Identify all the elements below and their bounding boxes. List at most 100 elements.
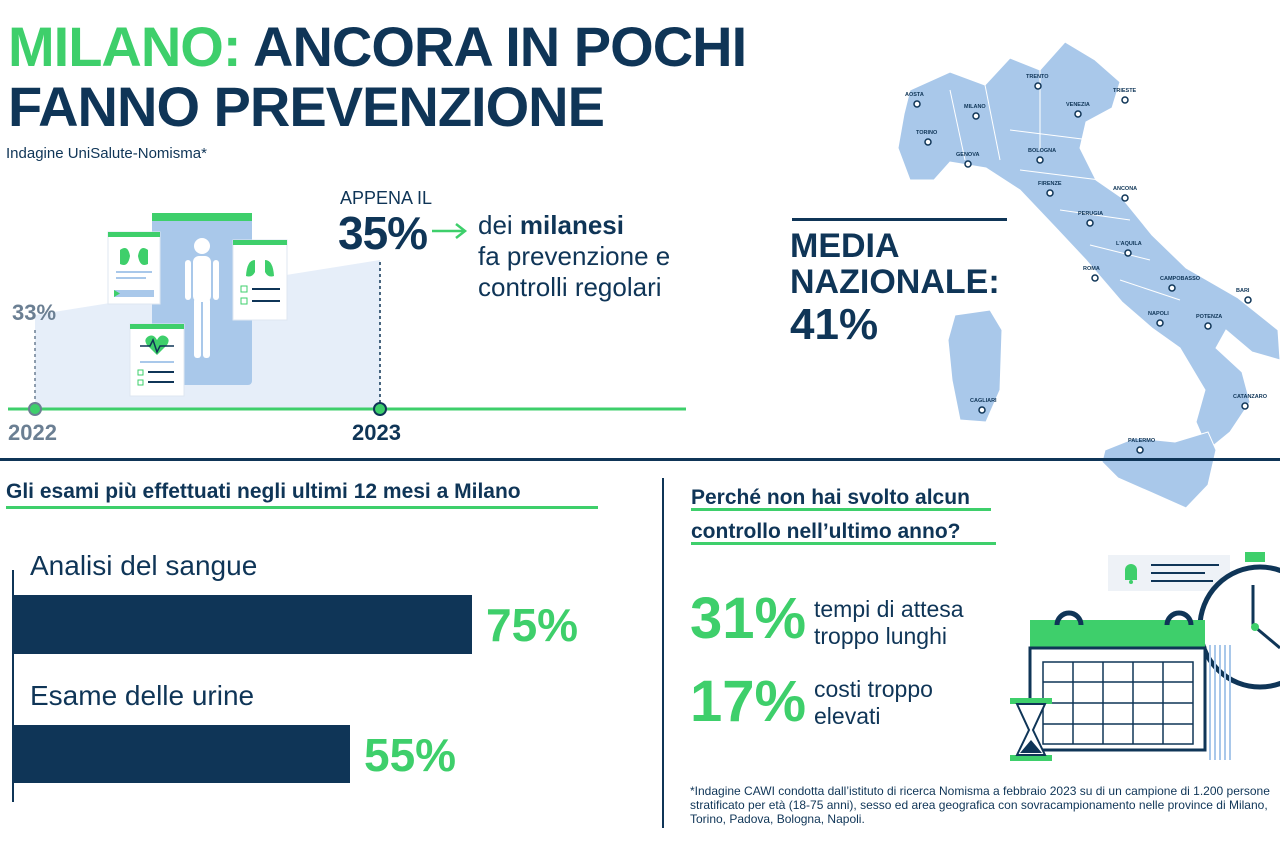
city-marker: L'AQUILA	[1116, 241, 1142, 257]
reason-2-value: 17%	[690, 669, 807, 734]
title-accent: MILANO:	[8, 15, 242, 78]
vertical-divider	[662, 478, 664, 828]
trend-prefix: APPENA IL	[340, 188, 433, 208]
city-label: PALERMO	[1128, 438, 1156, 444]
trend-text-part1: dei	[478, 210, 520, 240]
city-marker: ANCONA	[1113, 186, 1137, 202]
page-title-line1: MILANO: ANCORA IN POCHI	[8, 15, 747, 78]
city-label: AOSTA	[905, 92, 924, 98]
national-label-line2: NAZIONALE:	[790, 263, 1000, 301]
trend-description: dei milanesi fa prevenzione e controlli …	[478, 210, 670, 303]
city-marker: TORINO	[916, 130, 938, 146]
exams-title: Gli esami più effettuati negli ultimi 12…	[6, 480, 521, 503]
reason-item-2: 17%	[690, 668, 806, 735]
page-subtitle: Indagine UniSalute-Nomisma*	[6, 145, 207, 162]
city-label: GENOVA	[956, 152, 979, 158]
exams-title-underline	[6, 506, 598, 509]
start-value-label: 33%	[12, 300, 57, 325]
city-marker: FIRENZE	[1038, 181, 1062, 197]
footnote: *Indagine CAWI condotta dall’istituto di…	[690, 784, 1270, 826]
reasons-title: Perché non hai svolto alcun controllo ne…	[691, 481, 970, 549]
bar-value-label: 75%	[486, 599, 579, 651]
city-marker: CAGLIARI	[970, 398, 997, 414]
end-year-label: 2023	[352, 420, 401, 445]
national-label: MEDIA NAZIONALE:	[790, 228, 1000, 300]
city-marker: VENEZIA	[1066, 102, 1090, 118]
title-rest: ANCORA IN POCHI	[253, 15, 747, 78]
national-value: 41%	[790, 300, 879, 349]
city-label: TRENTO	[1026, 74, 1049, 80]
city-marker: BARI	[1236, 288, 1252, 304]
sardinia	[947, 309, 1003, 423]
city-marker: NAPOLI	[1148, 311, 1169, 327]
trend-illustration	[8, 213, 686, 416]
exams-bar-chart: Analisi del sangue 75% Esame delle urine 55…	[14, 550, 654, 810]
city-label: CATANZARO	[1233, 394, 1268, 400]
bar	[14, 595, 472, 654]
calendar-clock-illustration	[1010, 552, 1280, 761]
city-label: VENEZIA	[1066, 102, 1090, 108]
arrow-right-icon	[432, 223, 468, 239]
reason-2-line1: costi troppo	[814, 676, 933, 702]
kidney-card-icon	[107, 231, 161, 305]
reasons-title-underline-1	[691, 508, 991, 511]
page-title-line2: FANNO PREVENZIONE	[8, 75, 605, 138]
horizontal-divider	[0, 458, 1280, 461]
bar	[14, 725, 350, 783]
reason-2-text: costi troppo elevati	[814, 676, 933, 730]
city-label: POTENZA	[1196, 314, 1222, 320]
bar-axis-line	[12, 570, 14, 802]
city-marker: ROMA	[1083, 266, 1100, 282]
lungs-card-icon	[232, 239, 288, 321]
bar-value-label: 55%	[364, 729, 457, 781]
start-point	[28, 402, 42, 416]
bar-category-label: Esame delle urine	[30, 680, 255, 711]
bar-category-label: Analisi del sangue	[30, 550, 258, 581]
city-label: ANCONA	[1113, 186, 1137, 192]
reasons-title-underline-2	[691, 542, 996, 545]
city-label: MILANO	[964, 104, 986, 110]
reason-2-line2: elevati	[814, 703, 881, 729]
light-rays	[1209, 645, 1231, 760]
city-marker: GENOVA	[956, 152, 979, 168]
trend-text-bold: milanesi	[519, 210, 624, 240]
city-label: BARI	[1236, 288, 1250, 294]
city-marker: CATANZARO	[1233, 394, 1268, 410]
trend-text-line2: fa prevenzione e	[478, 241, 671, 271]
reason-item-1: 31%	[690, 585, 806, 652]
human-body-icon	[185, 238, 219, 358]
city-label: NAPOLI	[1148, 311, 1169, 317]
reason-1-line1: tempi di attesa	[814, 596, 964, 622]
city-marker: TRENTO	[1026, 74, 1049, 90]
city-label: CAMPOBASSO	[1160, 276, 1201, 282]
italy-mainland	[897, 41, 1280, 451]
end-point	[373, 402, 387, 416]
national-rule	[792, 218, 1007, 221]
city-marker: TRIESTE	[1113, 88, 1137, 104]
reasons-title-line2: controllo nell’ultimo anno?	[691, 520, 961, 543]
trend-text-line3: controlli regolari	[478, 272, 662, 302]
reasons-title-line1: Perché non hai svolto alcun	[691, 486, 970, 509]
city-marker: AOSTA	[905, 92, 924, 108]
national-label-line1: MEDIA	[790, 227, 900, 265]
city-markers: AOSTA TORINO MILANO TRENTO VENEZIA TRIESTE GEN…	[905, 74, 1268, 454]
city-marker: CAMPOBASSO	[1160, 276, 1201, 292]
sicily	[1101, 431, 1217, 509]
city-label: CAGLIARI	[970, 398, 997, 404]
reason-1-text: tempi di attesa troppo lunghi	[814, 596, 964, 650]
hourglass-icon	[1010, 698, 1052, 761]
reason-1-value: 31%	[690, 586, 807, 651]
city-label: TORINO	[916, 130, 938, 136]
city-label: ROMA	[1083, 266, 1100, 272]
city-marker: MILANO	[964, 104, 986, 120]
trend-highlight-value: 35%	[338, 207, 428, 259]
heart-card-icon	[129, 323, 185, 397]
city-label: FIRENZE	[1038, 181, 1062, 187]
reason-1-line2: troppo lunghi	[814, 623, 947, 649]
city-marker: PERUGIA	[1078, 211, 1103, 227]
city-marker: BOLOGNA	[1028, 148, 1056, 164]
calendar-icon	[1028, 610, 1207, 752]
notification-card-icon	[1108, 555, 1230, 591]
italy-map: AOSTA TORINO MILANO TRENTO VENEZIA TRIESTE GEN…	[897, 41, 1280, 509]
city-marker: POTENZA	[1196, 314, 1222, 330]
